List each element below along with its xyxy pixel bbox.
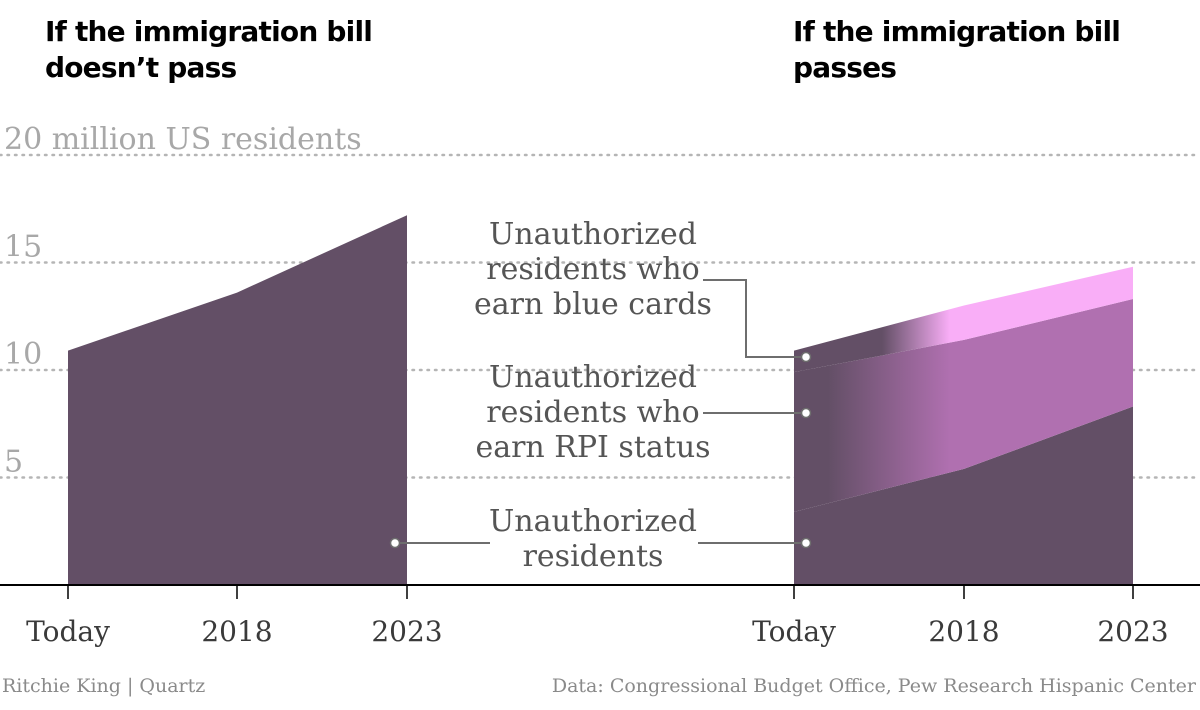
- source-text: Data: Congressional Budget Office, Pew R…: [551, 675, 1196, 697]
- dot-blue-cards: [800, 351, 812, 363]
- x-tick-label-left-2023: 2023: [371, 615, 442, 648]
- y-tick-label-20: 20 million US residents: [4, 122, 362, 157]
- dot-unauthorized-right: [800, 537, 812, 549]
- y-tick-label-15: 15: [4, 230, 42, 265]
- annotation-blue-cards: Unauthorized residents who earn blue cards: [474, 217, 712, 322]
- area-right-rpi-status: [794, 299, 1133, 512]
- annotation-layer: Unauthorized residents who earn blue cards…: [389, 217, 812, 574]
- left-panel-title: If the immigration bill doesn’t pass: [45, 15, 373, 84]
- annotation-blue-cards-line: earn blue cards: [474, 287, 712, 322]
- x-tick-label-left-Today: Today: [26, 615, 110, 648]
- annotation-rpi-status-line: Unauthorized: [489, 360, 697, 395]
- y-tick-label-5: 5: [4, 445, 23, 480]
- x-tick-label-right-2018: 2018: [928, 615, 999, 648]
- y-tick-label-10: 10: [4, 337, 42, 372]
- annotation-rpi-status-line: earn RPI status: [475, 430, 710, 465]
- area-left-unauthorized: [68, 215, 407, 585]
- dot-rpi-status: [800, 407, 812, 419]
- annotation-blue-cards-line: residents who: [486, 252, 699, 287]
- area-right-unauthorized: [794, 406, 1133, 585]
- dot-unauthorized-left: [389, 537, 401, 549]
- annotation-unauthorized: Unauthorized residents: [489, 504, 697, 574]
- right-panel-title: If the immigration bill passes: [793, 15, 1121, 84]
- credit-text: Ritchie King | Quartz: [2, 675, 206, 697]
- annotation-unauthorized-line: Unauthorized: [489, 504, 697, 539]
- x-tick-label-left-2018: 2018: [201, 615, 272, 648]
- x-tick-label-right-Today: Today: [752, 615, 836, 648]
- annotation-blue-cards-line: Unauthorized: [489, 217, 697, 252]
- annotation-rpi-status-line: residents who: [486, 395, 699, 430]
- axis-layer: Today 2018 2023 Today 2018 2023: [0, 584, 1200, 648]
- area-layer: [68, 215, 1133, 585]
- annotation-rpi-status: Unauthorized residents who earn RPI status: [475, 360, 710, 465]
- x-tick-label-right-2023: 2023: [1097, 615, 1168, 648]
- annotation-unauthorized-line: residents: [523, 539, 664, 574]
- area-right-blue-cards: [794, 266, 1133, 373]
- leader-blue-cards: [703, 279, 806, 358]
